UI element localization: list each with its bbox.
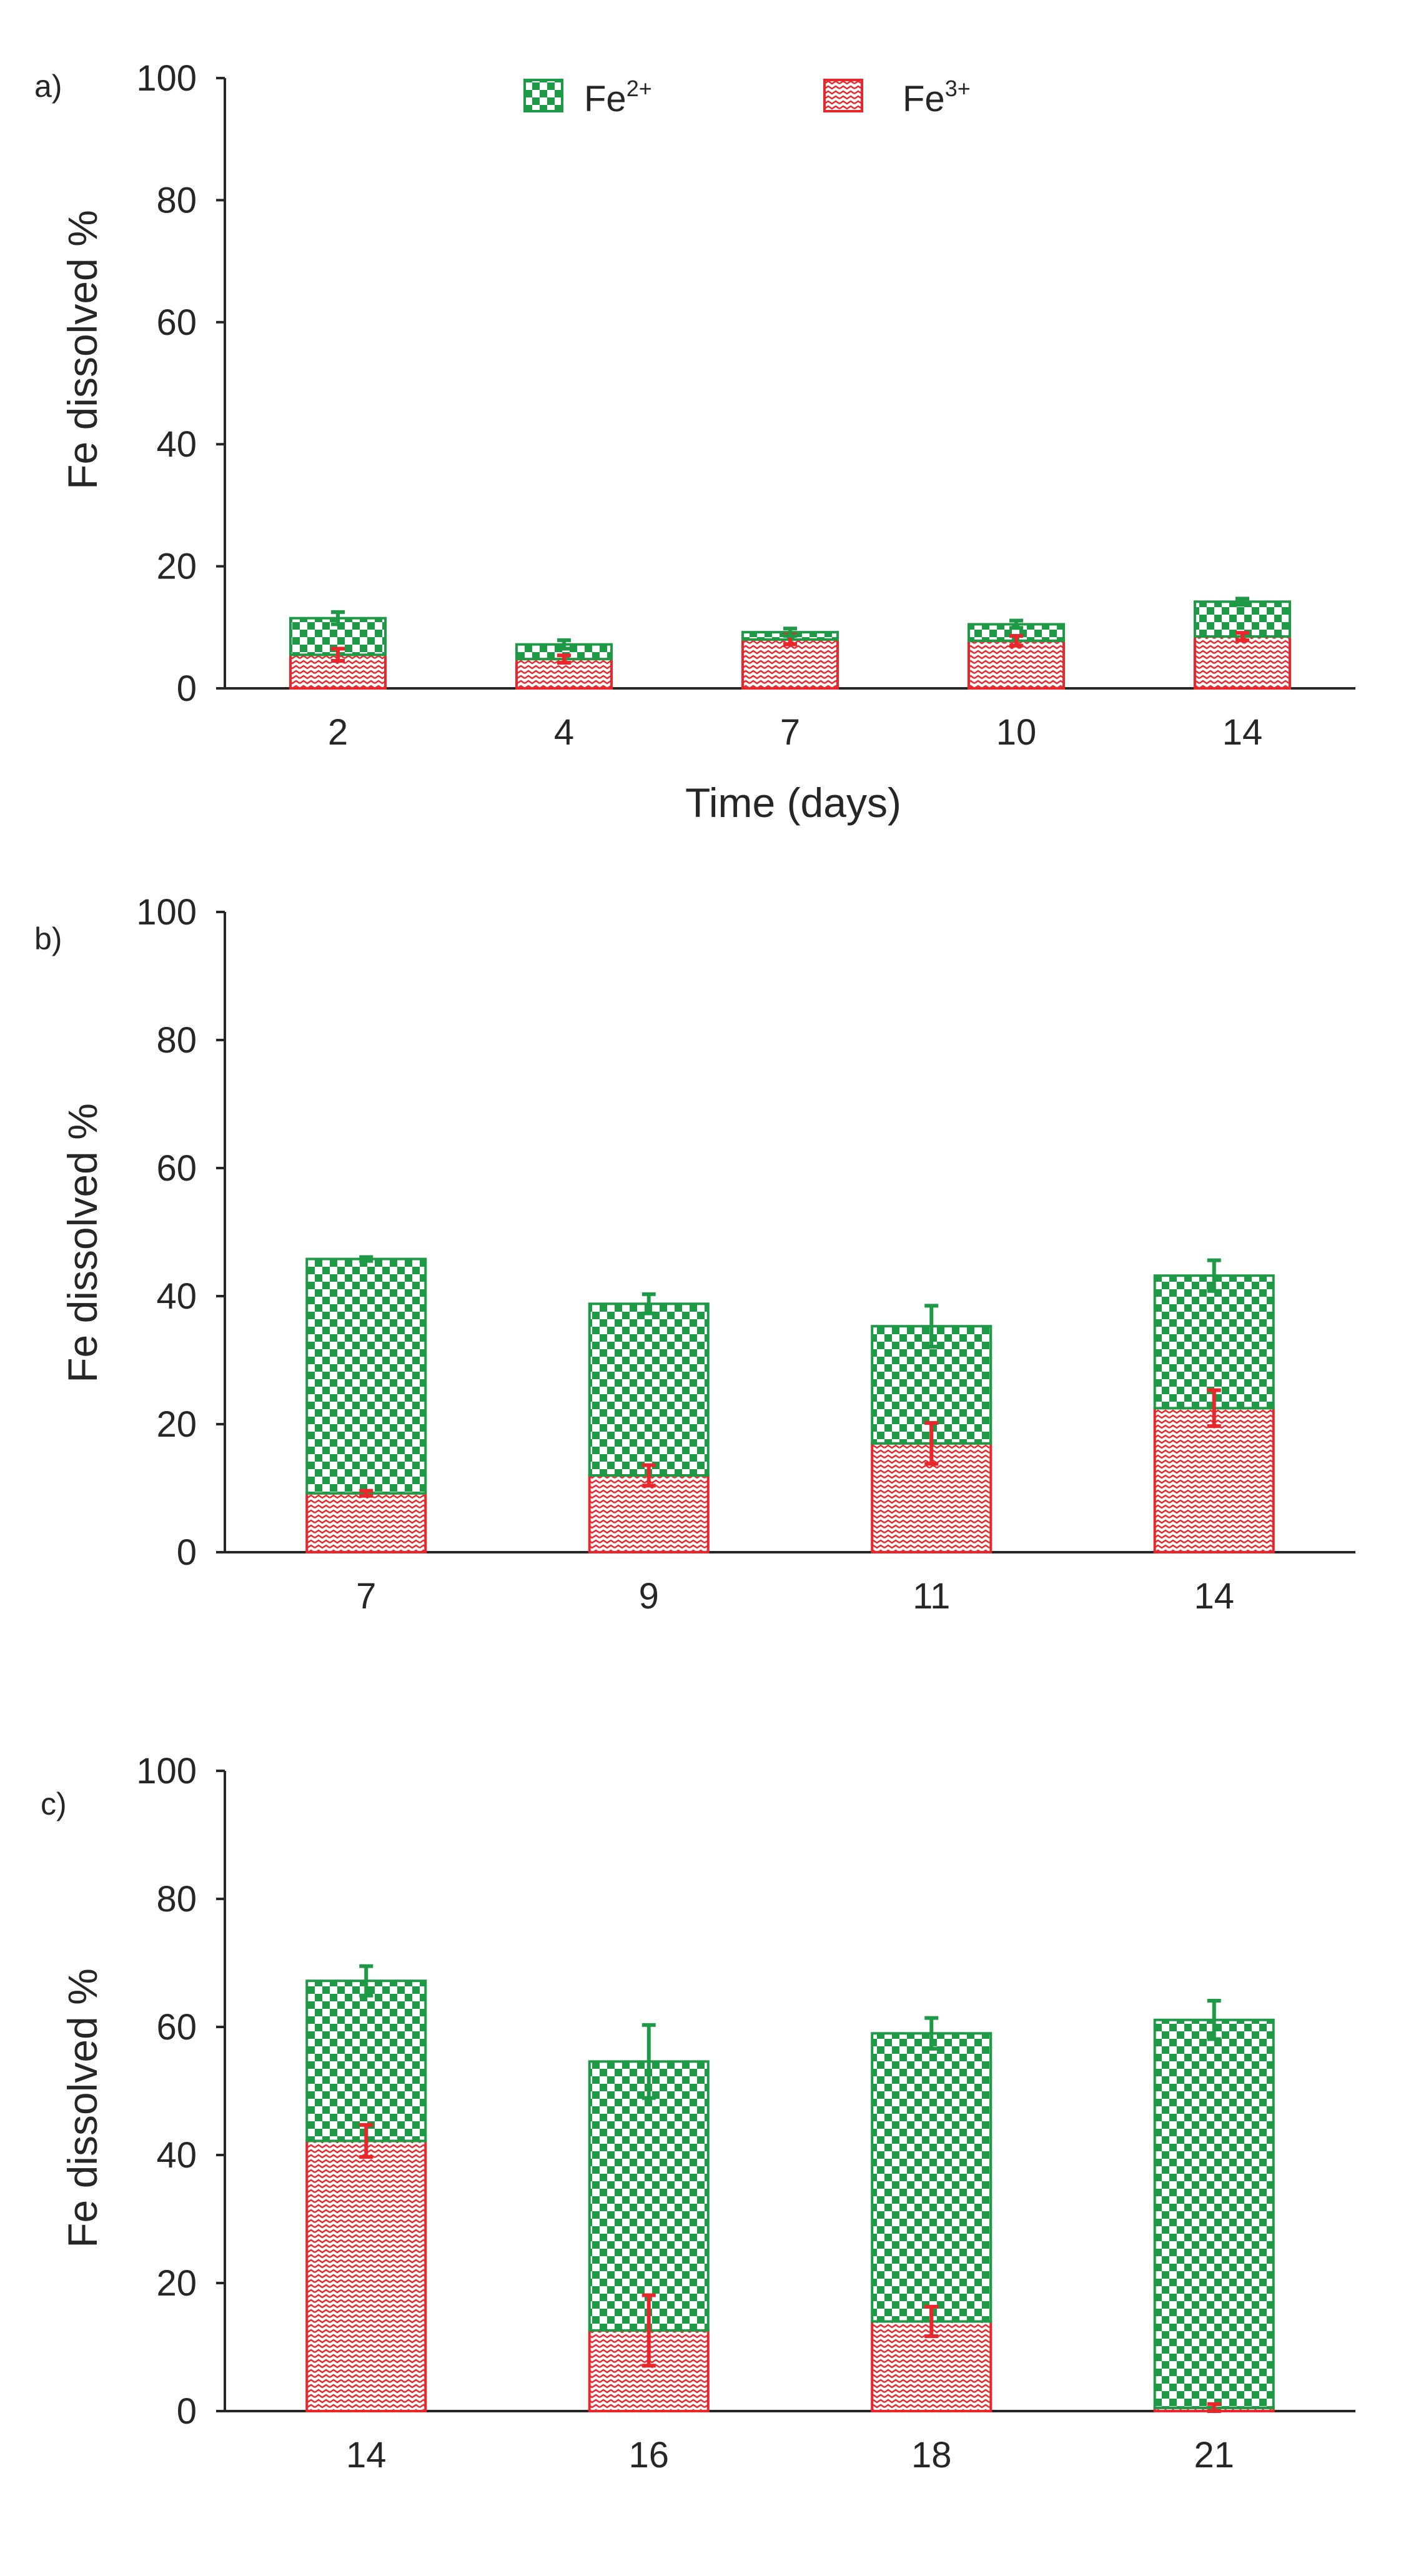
x-tick-label: 16 [628, 2435, 669, 2475]
y-tick-label: 20 [156, 547, 197, 587]
error-bar-fe2 [641, 2023, 656, 2100]
panel-b: b) Fe dissolved % 0 20 40 60 80 100 7 9 11 14 [34, 892, 1355, 1617]
x-tick-label: 18 [911, 2435, 952, 2475]
error-bar-fe3 [359, 1489, 374, 1498]
y-tick-label: 100 [136, 58, 197, 99]
panel-label: a) [34, 69, 62, 104]
error-bar-fe2 [359, 1964, 374, 1998]
y-tick-label: 60 [156, 1148, 197, 1189]
x-tick-label: 9 [639, 1576, 659, 1617]
legend: Fe2+ Fe3+ [523, 76, 971, 119]
error-bar-fe3 [331, 646, 345, 663]
bar-fe3 [741, 638, 839, 690]
error-bar-fe3 [359, 2123, 374, 2159]
legend-label-fe3: Fe3+ [903, 76, 971, 119]
x-axis-title: Time (days) [685, 780, 901, 826]
bar-fe3 [305, 2139, 427, 2412]
bar-fe2 [305, 1979, 427, 2143]
bar-fe2 [305, 1257, 427, 1495]
error-bar-fe3 [1207, 2402, 1221, 2413]
panel-a: a) Fe dissolved % Time (days) 0 20 40 60 80 1… [34, 58, 1355, 826]
error-bar-fe3 [641, 1463, 656, 1488]
x-tick-label: 7 [780, 712, 800, 753]
bars [289, 597, 1292, 690]
x-tick-label: 4 [554, 712, 574, 753]
error-bar-fe2 [924, 1304, 939, 1349]
bar-fe3 [967, 639, 1066, 690]
x-tick-label: 2 [328, 712, 348, 753]
y-tick-label: 40 [156, 1276, 197, 1317]
bar-fe2 [1153, 2018, 1275, 2409]
y-axis-title: Fe dissolved % [59, 210, 106, 490]
error-bar-fe2 [641, 1292, 656, 1315]
x-tick-label: 21 [1194, 2435, 1234, 2475]
y-tick-label: 0 [177, 668, 197, 709]
y-tick-label: 60 [156, 2007, 197, 2048]
legend-label-fe2: Fe2+ [584, 76, 652, 119]
bar-fe3 [1193, 635, 1292, 690]
error-bar-fe3 [557, 653, 571, 665]
bar-fe3 [1153, 1407, 1275, 1553]
legend-swatch-fe2 [523, 79, 563, 112]
error-bar-fe3 [641, 2293, 656, 2368]
x-tick-label: 11 [913, 1576, 950, 1617]
bar-fe2 [588, 1302, 710, 1477]
y-tick-label: 80 [156, 1020, 197, 1061]
error-bar-fe2 [1207, 1998, 1221, 2041]
x-tick-label: 14 [1194, 1576, 1234, 1617]
legend-swatch-fe3 [823, 79, 863, 112]
y-tick-label: 100 [136, 892, 197, 933]
error-bar-fe2 [1009, 618, 1023, 630]
error-bar-fe3 [1207, 1388, 1221, 1429]
bars [305, 1964, 1275, 2413]
error-bar-fe3 [924, 1420, 939, 1466]
y-tick-label: 40 [156, 424, 197, 465]
y-axis-title: Fe dissolved % [59, 1103, 106, 1383]
y-tick-label: 20 [156, 2263, 197, 2304]
error-bar-fe2 [359, 1255, 374, 1263]
error-bar-fe3 [924, 2304, 939, 2339]
bars [305, 1255, 1275, 1553]
bar-fe2 [871, 2032, 993, 2323]
error-bar-fe3 [1235, 631, 1249, 642]
y-tick-label: 40 [156, 2135, 197, 2176]
error-bar-fe2 [783, 627, 797, 638]
bar-fe2 [1153, 1274, 1275, 1410]
error-bar-fe2 [557, 638, 571, 651]
error-bar-fe2 [331, 610, 345, 627]
y-tick-label: 20 [156, 1404, 197, 1445]
x-tick-label: 10 [996, 712, 1037, 753]
panel-label: b) [34, 921, 62, 956]
panel-label: c) [41, 1786, 67, 1821]
panel-c: c) Fe dissolved % 0 20 40 60 80 100 14 16 18 21 [41, 1751, 1355, 2475]
y-tick-label: 100 [136, 1751, 197, 1791]
y-tick-label: 0 [177, 2391, 197, 2432]
x-tick-label: 7 [356, 1576, 376, 1617]
bar-fe3 [305, 1492, 427, 1553]
y-tick-label: 80 [156, 1879, 197, 1920]
y-tick-label: 0 [177, 1532, 197, 1573]
y-axis-title: Fe dissolved % [59, 1968, 106, 2248]
bar-fe2 [588, 2060, 710, 2332]
error-bar-fe2 [924, 2016, 939, 2051]
error-bar-fe3 [1009, 633, 1023, 648]
error-bar-fe2 [1207, 1258, 1221, 1293]
x-tick-label: 14 [1222, 712, 1263, 753]
axes: 0 20 40 60 80 100 2 4 7 10 14 [136, 58, 1355, 753]
x-tick-label: 14 [346, 2435, 387, 2475]
y-tick-label: 80 [156, 180, 197, 220]
error-bar-fe2 [1235, 597, 1249, 607]
y-tick-label: 60 [156, 302, 197, 343]
